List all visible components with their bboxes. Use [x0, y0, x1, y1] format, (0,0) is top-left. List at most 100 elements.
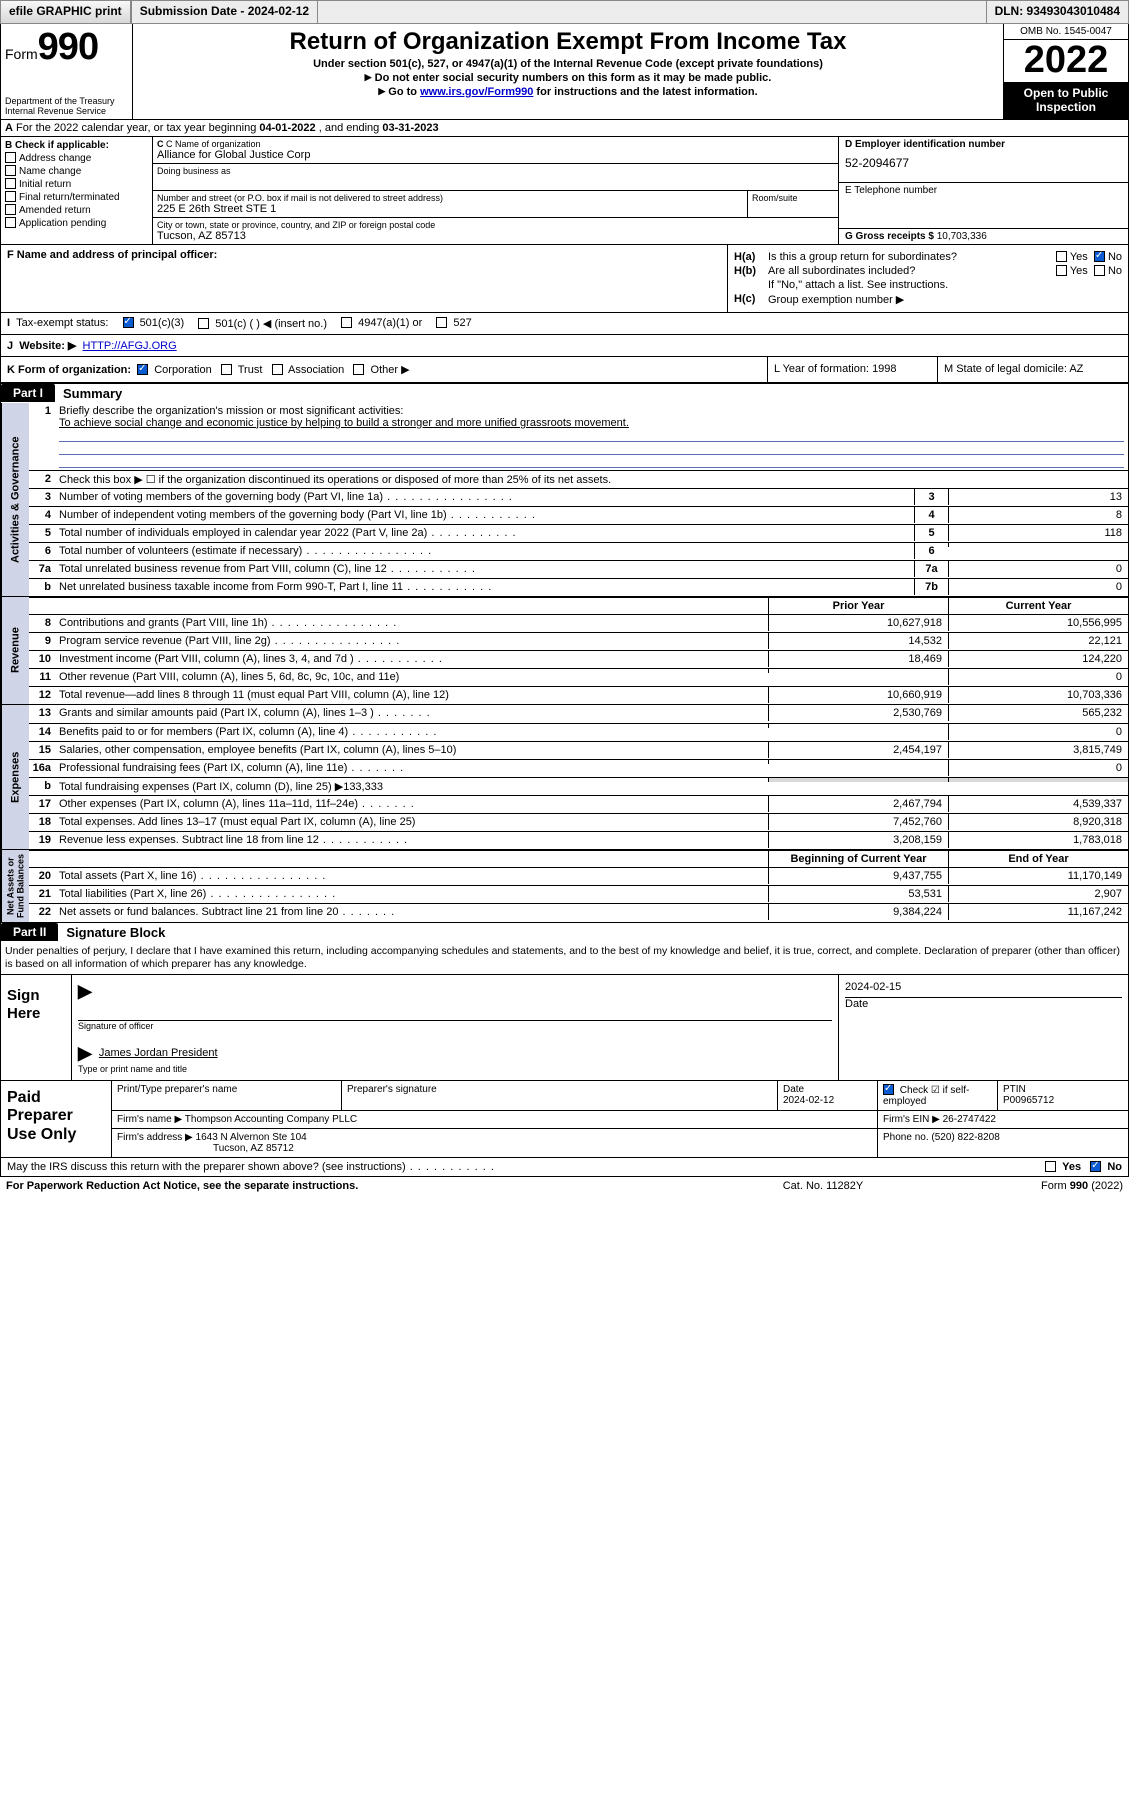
- chk-final-return[interactable]: Final return/terminated: [5, 191, 148, 203]
- l6: Total number of volunteers (estimate if …: [55, 543, 914, 559]
- k-assoc[interactable]: [272, 364, 283, 375]
- l3: Number of voting members of the governin…: [55, 489, 914, 505]
- pp-date: 2024-02-12: [783, 1095, 834, 1106]
- form-title: Return of Organization Exempt From Incom…: [139, 28, 997, 56]
- c21: 2,907: [948, 886, 1128, 902]
- k-label: K Form of organization:: [7, 364, 131, 376]
- part2-header: Part II Signature Block: [0, 923, 1129, 942]
- c18: 8,920,318: [948, 814, 1128, 830]
- discuss-no[interactable]: [1090, 1161, 1101, 1172]
- block-klm: K Form of organization: Corporation Trus…: [0, 357, 1129, 383]
- form-id-box: Form990 Department of the Treasury Inter…: [1, 24, 133, 119]
- block-bcdeg: B Check if applicable: Address change Na…: [0, 137, 1129, 245]
- c14: 0: [948, 724, 1128, 740]
- discuss-q: May the IRS discuss this return with the…: [7, 1161, 406, 1173]
- col-B: B Check if applicable: Address change Na…: [1, 137, 153, 244]
- l11: Other revenue (Part VIII, column (A), li…: [55, 669, 768, 685]
- l-label: L Year of formation:: [774, 363, 869, 375]
- j-label: Website: ▶: [19, 340, 76, 352]
- col-DEG: D Employer identification number 52-2094…: [838, 137, 1128, 244]
- tax-year: 2022: [1004, 40, 1128, 82]
- website-link[interactable]: HTTP://AFGJ.ORG: [83, 340, 177, 352]
- open-to-public: Open to Public Inspection: [1004, 82, 1128, 119]
- p11: [768, 669, 948, 673]
- mission-text: To achieve social change and economic ju…: [59, 417, 629, 429]
- k-trust[interactable]: [221, 364, 232, 375]
- firm-ein: 26-2747422: [943, 1114, 996, 1125]
- chk-address-change[interactable]: Address change: [5, 152, 148, 164]
- l20: Total assets (Part X, line 16): [55, 868, 768, 884]
- l10: Investment income (Part VIII, column (A)…: [55, 651, 768, 667]
- form-title-box: Return of Organization Exempt From Incom…: [133, 24, 1003, 119]
- dln: DLN: 93493043010484: [986, 0, 1129, 24]
- c17: 4,539,337: [948, 796, 1128, 812]
- col-C: C C Name of organization Alliance for Gl…: [153, 137, 838, 244]
- vlabel-netassets: Net Assets or Fund Balances: [1, 850, 29, 922]
- p12: 10,660,919: [768, 687, 948, 703]
- chk-name-change[interactable]: Name change: [5, 165, 148, 177]
- chk-initial-return[interactable]: Initial return: [5, 178, 148, 190]
- c19: 1,783,018: [948, 832, 1128, 848]
- l19: Revenue less expenses. Subtract line 18 …: [55, 832, 768, 848]
- i-501c[interactable]: [198, 318, 209, 329]
- g-label: G Gross receipts $: [845, 231, 934, 242]
- col-H: H(a) Is this a group return for subordin…: [728, 245, 1128, 312]
- form-subtitle-2: ▶ Do not enter social security numbers o…: [139, 72, 997, 84]
- form-number: 990: [38, 26, 98, 68]
- l22: Net assets or fund balances. Subtract li…: [55, 904, 768, 920]
- c20: 11,170,149: [948, 868, 1128, 884]
- firm-phone: (520) 822-8208: [931, 1132, 999, 1143]
- p22: 9,384,224: [768, 904, 948, 920]
- firm-phone-lab: Phone no.: [883, 1132, 929, 1143]
- name-cap: Type or print name and title: [78, 1064, 832, 1074]
- efile-print-button[interactable]: efile GRAPHIC print: [0, 0, 131, 24]
- sub3-post: for instructions and the latest informat…: [533, 86, 757, 98]
- l15: Salaries, other compensation, employee b…: [55, 742, 768, 758]
- ein: 52-2094677: [845, 156, 1122, 170]
- i-4947[interactable]: [341, 317, 352, 328]
- i-501c3[interactable]: [123, 317, 134, 328]
- sig-officer-cap: Signature of officer: [78, 1021, 832, 1031]
- gross-receipts: 10,703,336: [937, 231, 987, 242]
- sub2-text: Do not enter social security numbers on …: [375, 72, 772, 84]
- ha-no[interactable]: [1094, 251, 1105, 262]
- discuss-yes[interactable]: [1045, 1161, 1056, 1172]
- l14: Benefits paid to or for members (Part IX…: [55, 724, 768, 740]
- ha-q: Is this a group return for subordinates?: [768, 251, 1056, 263]
- chk-app-pending[interactable]: Application pending: [5, 217, 148, 229]
- l9: Program service revenue (Part VIII, line…: [55, 633, 768, 649]
- pp-check-lab: Check ☑ if self-employed: [883, 1085, 969, 1107]
- part1-header: Part I Summary: [0, 383, 1129, 403]
- pp-self-emp[interactable]: [883, 1084, 894, 1095]
- hb-yes[interactable]: [1056, 265, 1067, 276]
- ha-yes[interactable]: [1056, 251, 1067, 262]
- a-mid: , and ending: [316, 122, 383, 134]
- i-527[interactable]: [436, 317, 447, 328]
- p10: 18,469: [768, 651, 948, 667]
- c12: 10,703,336: [948, 687, 1128, 703]
- p15: 2,454,197: [768, 742, 948, 758]
- c-label: C Name of organization: [166, 139, 261, 149]
- c16b: [948, 778, 1128, 782]
- topbar-spacer: [318, 0, 985, 24]
- c22: 11,167,242: [948, 904, 1128, 920]
- form-subtitle-3: ▶ Go to www.irs.gov/Form990 for instruct…: [139, 86, 997, 98]
- l17: Other expenses (Part IX, column (A), lin…: [55, 796, 768, 812]
- k-other[interactable]: [353, 364, 364, 375]
- hb-note: If "No," attach a list. See instructions…: [768, 279, 1122, 291]
- sign-here: Sign Here: [1, 975, 71, 1080]
- c9: 22,121: [948, 633, 1128, 649]
- l16a: Professional fundraising fees (Part IX, …: [55, 760, 768, 776]
- irs-link[interactable]: www.irs.gov/Form990: [420, 86, 533, 98]
- chk-amended[interactable]: Amended return: [5, 204, 148, 216]
- i-label: Tax-exempt status:: [16, 317, 108, 329]
- part2-title: Signature Block: [58, 923, 173, 942]
- topbar: efile GRAPHIC print Submission Date - 20…: [0, 0, 1129, 24]
- declaration: Under penalties of perjury, I declare th…: [0, 942, 1129, 975]
- k-corp[interactable]: [137, 364, 148, 375]
- hb-no[interactable]: [1094, 265, 1105, 276]
- sign-date-box: 2024-02-15 Date: [838, 975, 1128, 1080]
- p21: 53,531: [768, 886, 948, 902]
- a-end: 03-31-2023: [382, 122, 438, 134]
- foot-left: For Paperwork Reduction Act Notice, see …: [6, 1180, 723, 1192]
